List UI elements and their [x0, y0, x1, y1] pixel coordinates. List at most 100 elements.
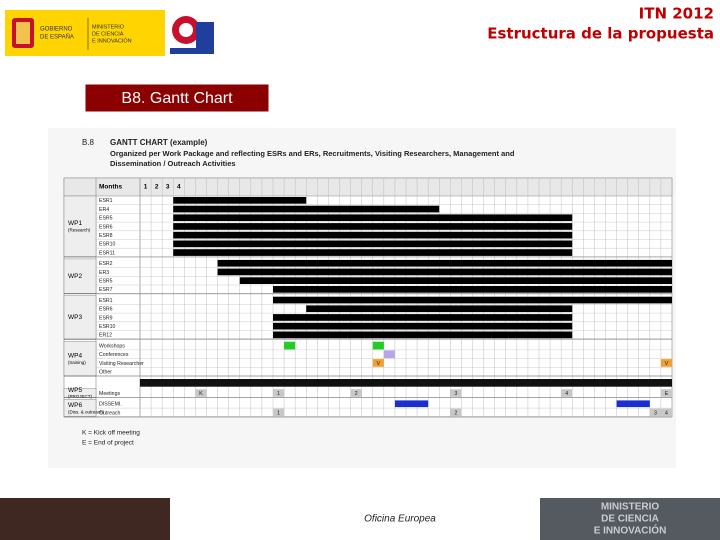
- marker-label: E: [665, 391, 669, 397]
- gantt-marker: [372, 359, 384, 367]
- row-label: ESR9: [99, 315, 113, 321]
- gantt-marker: [450, 408, 462, 417]
- gantt-marker: [383, 350, 395, 359]
- coat-of-arms-inner: [16, 22, 30, 44]
- footer-ministry: MINISTERIO: [601, 502, 660, 513]
- month-tick: 1: [144, 184, 148, 191]
- month-tick: 4: [177, 184, 181, 191]
- marker-label: 1: [277, 391, 280, 397]
- group-label: WP3: [68, 314, 82, 321]
- footer-shade: [0, 498, 170, 540]
- group-sublabel: (training): [68, 360, 86, 365]
- marker-label: V: [376, 361, 380, 367]
- row-label: ER4: [99, 207, 109, 213]
- logo-text: MINISTERIO: [92, 24, 125, 30]
- row-label: ER12: [99, 333, 112, 339]
- gantt-marker: [284, 341, 296, 350]
- footer-right: [540, 498, 720, 540]
- gantt-marker: [350, 389, 362, 397]
- group-sublabel: (Research): [68, 228, 91, 233]
- row-label: Conferences: [99, 352, 129, 358]
- section-title: B8. Gantt Chart: [121, 90, 233, 107]
- gantt-bar: [273, 286, 672, 293]
- marker-label: K: [199, 391, 203, 397]
- gantt-bar: [173, 249, 573, 256]
- gantt-marker: [649, 408, 661, 417]
- row-label: Meetings: [99, 391, 120, 397]
- logo-text: GOBIERNO: [40, 27, 73, 33]
- gantt-marker: [273, 408, 285, 417]
- row-label: Outreach: [99, 410, 120, 416]
- group-sublabel: (Diss. & outreach): [68, 409, 105, 414]
- footer-photo: [0, 498, 170, 540]
- gantt-bar: [273, 314, 573, 321]
- group-sublabel: (PROJECT): [68, 394, 93, 399]
- gantt-bar: [173, 197, 307, 204]
- row-label: Workshops: [99, 343, 125, 349]
- row-label: ESR1: [99, 198, 113, 204]
- gantt-title: GANTT CHART (example): [110, 138, 208, 147]
- gantt-marker: [273, 389, 285, 397]
- gantt-bar: [306, 305, 573, 313]
- group-band: [63, 195, 97, 258]
- marker-label: 4: [565, 391, 568, 397]
- row-label: Other: [99, 370, 112, 376]
- separator-band: [140, 379, 672, 387]
- marker-label: V: [665, 361, 669, 367]
- gantt-marker: [660, 359, 672, 367]
- gantt-bar: [217, 259, 673, 267]
- gantt-code: B.8: [82, 138, 95, 147]
- section-box: [84, 83, 270, 113]
- row-label: ESR6: [99, 307, 113, 313]
- gantt-subtitle: Dissemination / Outreach Activities: [110, 159, 236, 168]
- group-label: WP6: [68, 402, 82, 409]
- row-label: ESR10: [99, 324, 116, 330]
- row-label: ESR5: [99, 216, 113, 222]
- gantt-bar: [173, 240, 573, 248]
- footer-text: Oficina Europea: [364, 514, 436, 525]
- marker-label: 4: [665, 410, 668, 416]
- gantt-note: E = End of project: [82, 440, 134, 447]
- gantt-bar: [273, 296, 672, 304]
- gantt-note: K = Kick off meeting: [82, 430, 140, 437]
- gantt-marker: [660, 408, 672, 417]
- gantt-marker: [195, 389, 207, 397]
- month-tick: 2: [155, 184, 159, 191]
- gantt-bar: [394, 400, 429, 408]
- row-label: ESR1: [99, 298, 113, 304]
- gantt-bar: [173, 223, 573, 230]
- row-label: ESR6: [99, 224, 113, 230]
- row-label: ESR5: [99, 279, 113, 285]
- marker-label: 3: [654, 410, 657, 416]
- row-label: ESR10: [99, 242, 116, 248]
- gantt-bar: [173, 214, 573, 222]
- group-label: WP2: [68, 273, 82, 280]
- marker-label: 2: [355, 391, 358, 397]
- footer-ministry: DE CIENCIA: [601, 514, 659, 525]
- marker-label: 2: [454, 410, 457, 416]
- group-band: [63, 295, 97, 340]
- gantt-bar: [239, 277, 672, 284]
- months-label: Months: [99, 184, 122, 191]
- row-label: ER3: [99, 270, 109, 276]
- row-label: ESR11: [99, 250, 115, 256]
- gantt-marker: [660, 389, 672, 397]
- marker-label: 3: [454, 391, 457, 397]
- logo-e-band: [170, 48, 214, 54]
- logo-text: DE CIENCIA: [92, 31, 124, 37]
- gantt-bar: [273, 322, 573, 330]
- logo-text: DE ESPAÑA: [40, 34, 74, 41]
- logo-e-mark: [179, 23, 193, 37]
- logo-text: E INNOVACIÓN: [92, 37, 132, 44]
- group-label: WP4: [68, 352, 82, 359]
- gantt-grid: Months 1 2 3 4WP1(Research)ESR1ER4ESR5ESR6ES…: [63, 177, 673, 418]
- marker-label: 1: [277, 410, 280, 416]
- footer-ministry: E INNOVACIÓN: [594, 524, 667, 537]
- month-tick: 3: [166, 184, 170, 191]
- row-label: ESR2: [99, 261, 113, 267]
- gantt-marker: [372, 341, 384, 350]
- row-label: ESR8: [99, 233, 113, 239]
- footer-center: [170, 498, 540, 540]
- logo-eu: [196, 22, 214, 48]
- gantt-bar: [273, 331, 573, 339]
